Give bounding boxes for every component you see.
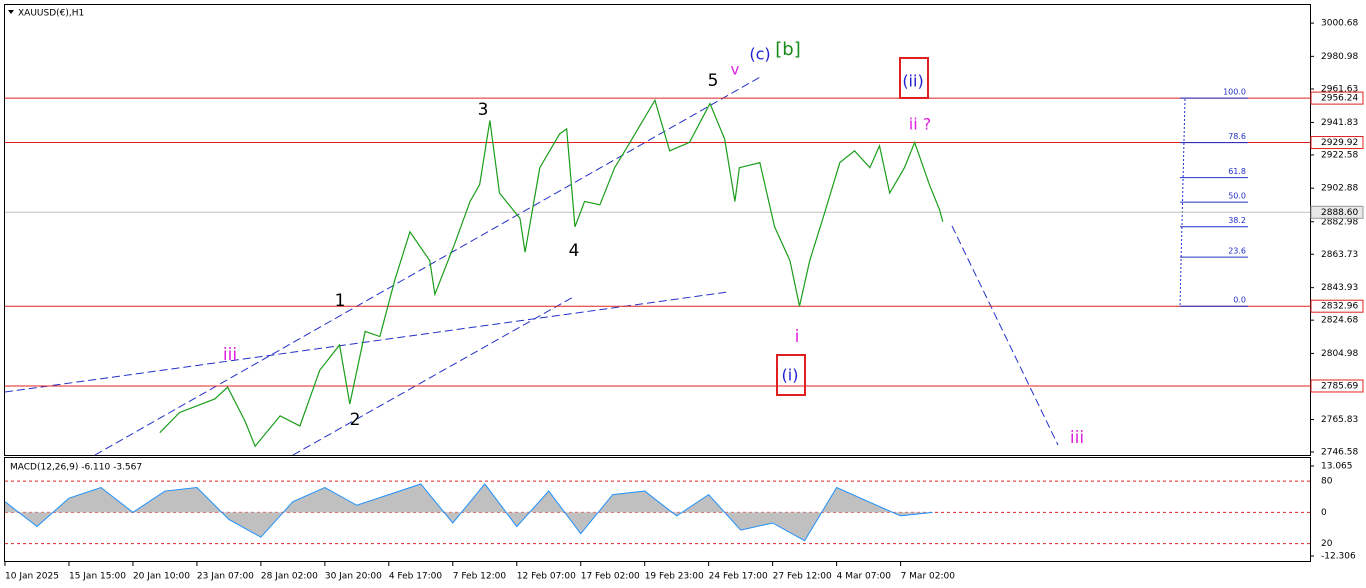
y-tick-label: 2922.58 bbox=[1321, 150, 1358, 160]
x-tick-label: 24 Feb 17:00 bbox=[709, 572, 768, 582]
level-label-box bbox=[1310, 299, 1364, 313]
x-tick-label: 30 Jan 20:00 bbox=[325, 572, 382, 582]
x-tick-label: 15 Jan 15:00 bbox=[69, 572, 126, 582]
wave-label: (ii) bbox=[902, 72, 923, 91]
level-label: 2832.96 bbox=[1321, 302, 1358, 312]
macd-tick-label: 13.065 bbox=[1321, 462, 1353, 472]
main-frame bbox=[4, 4, 1311, 456]
x-tick-label: 7 Feb 12:00 bbox=[453, 572, 507, 582]
x-tick-label: 4 Mar 07:00 bbox=[837, 572, 892, 582]
level-label-box bbox=[1310, 91, 1364, 105]
wave-box bbox=[899, 57, 929, 99]
fib-label: 23.6 bbox=[1228, 247, 1246, 256]
current-price-box bbox=[1310, 205, 1364, 219]
fib-label: 61.8 bbox=[1228, 167, 1246, 176]
wave-label: 2 bbox=[350, 410, 361, 430]
trend-line bbox=[94, 75, 763, 456]
level-label-box bbox=[1310, 379, 1364, 393]
y-tick-label: 2980.98 bbox=[1321, 52, 1358, 62]
wave-label: i bbox=[795, 327, 800, 347]
fib-label: 0.0 bbox=[1233, 296, 1246, 305]
macd-frame bbox=[4, 457, 1311, 562]
wave-label: iii bbox=[1070, 428, 1084, 448]
macd-tick-label: 20 bbox=[1321, 539, 1333, 549]
y-tick-label: 2961.63 bbox=[1321, 85, 1358, 95]
fib-axis bbox=[1179, 98, 1186, 307]
x-tick-label: 10 Jan 2025 bbox=[5, 572, 59, 582]
menu-arrow bbox=[8, 10, 14, 14]
macd-line bbox=[4, 483, 933, 542]
fib-label: 50.0 bbox=[1228, 192, 1246, 201]
y-tick-label: 2941.83 bbox=[1321, 118, 1358, 128]
wave-label: ii ? bbox=[909, 115, 931, 134]
wave-label: 3 bbox=[478, 100, 489, 120]
trend-line bbox=[4, 291, 729, 393]
x-tick-label: 20 Jan 10:00 bbox=[133, 572, 190, 582]
x-tick-label: 19 Feb 23:00 bbox=[645, 572, 704, 582]
y-tick-label: 2746.58 bbox=[1321, 447, 1358, 457]
fib-label: 100.0 bbox=[1223, 88, 1246, 97]
y-tick-label: 2863.73 bbox=[1321, 250, 1358, 260]
x-tick-label: 27 Feb 12:00 bbox=[773, 572, 832, 582]
x-tick-label: 12 Feb 07:00 bbox=[517, 572, 576, 582]
current-price-label: 2888.60 bbox=[1321, 208, 1358, 218]
x-tick-label: 17 Feb 02:00 bbox=[581, 572, 640, 582]
y-tick-label: 2882.98 bbox=[1321, 217, 1358, 227]
wave-box bbox=[776, 354, 806, 396]
y-tick-label: 2765.83 bbox=[1321, 415, 1358, 425]
y-tick-label: 2843.93 bbox=[1321, 283, 1358, 293]
macd-title: MACD(12,26,9) -6.110 -3.567 bbox=[10, 463, 142, 473]
x-tick-label: 4 Feb 17:00 bbox=[389, 572, 443, 582]
level-label: 2956.24 bbox=[1321, 94, 1358, 104]
wave-label: (c) bbox=[749, 45, 770, 64]
macd-tick-label: 0 bbox=[1321, 508, 1327, 518]
x-tick-label: 28 Jan 02:00 bbox=[261, 572, 318, 582]
y-tick-label: 2824.68 bbox=[1321, 316, 1358, 326]
wave-label: [b] bbox=[775, 39, 800, 60]
level-label: 2785.69 bbox=[1321, 381, 1358, 391]
wave-label: 1 bbox=[335, 291, 346, 311]
x-tick-label: 7 Mar 02:00 bbox=[901, 572, 956, 582]
wave-label: iii bbox=[223, 345, 237, 365]
price-line bbox=[159, 98, 944, 448]
trend-lines bbox=[4, 75, 1186, 456]
wave-label: 4 bbox=[569, 241, 580, 261]
x-tick-label: 23 Jan 07:00 bbox=[197, 572, 254, 582]
y-tick-label: 3000.68 bbox=[1321, 19, 1358, 29]
fib-label: 78.6 bbox=[1228, 132, 1246, 141]
wave-label: (i) bbox=[782, 366, 799, 385]
level-label-box bbox=[1310, 136, 1364, 150]
macd-tick-label: -12.306 bbox=[1321, 552, 1356, 562]
y-tick-label: 2902.88 bbox=[1321, 184, 1358, 194]
fib-label: 38.2 bbox=[1228, 216, 1246, 225]
macd-histogram bbox=[5, 483, 933, 541]
macd-tick-label: 80 bbox=[1321, 477, 1333, 487]
wave-label: 5 bbox=[708, 71, 719, 91]
trend-line bbox=[292, 295, 576, 456]
projection-line bbox=[951, 225, 1059, 446]
y-tick-label: 2804.98 bbox=[1321, 349, 1358, 359]
wave-label: v bbox=[731, 61, 740, 79]
level-label: 2929.92 bbox=[1321, 138, 1358, 148]
chart-title: XAUUSD(€),H1 bbox=[18, 9, 84, 19]
